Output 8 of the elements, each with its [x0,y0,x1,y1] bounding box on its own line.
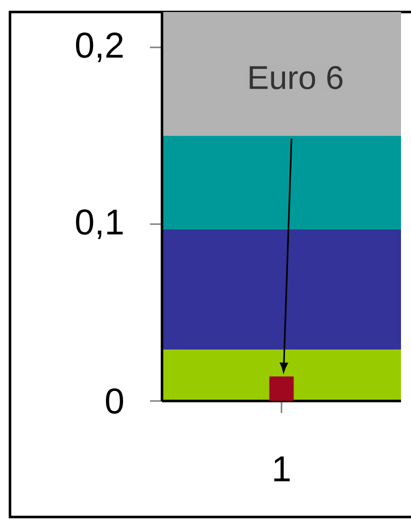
y-tick-label: 0,1 [76,209,123,239]
y-tick-label: 0,2 [76,32,123,62]
annotation: Euro 6 [250,66,342,90]
bar [162,229,402,350]
y-tick-label: 0 [106,388,124,414]
x-tick-label: 1 [274,456,290,482]
bar [162,136,402,230]
bar [162,12,402,136]
